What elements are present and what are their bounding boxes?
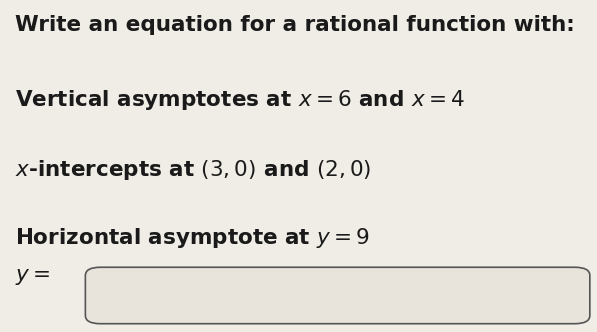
FancyBboxPatch shape xyxy=(85,267,590,324)
Text: Vertical asymptotes at $x = 6$ and $x = 4$: Vertical asymptotes at $x = 6$ and $x = … xyxy=(15,88,464,112)
Text: Write an equation for a rational function with:: Write an equation for a rational functio… xyxy=(15,15,575,35)
Text: $x$-intercepts at $(3, 0)$ and $(2, 0)$: $x$-intercepts at $(3, 0)$ and $(2, 0)$ xyxy=(15,158,371,182)
Text: $y =$: $y =$ xyxy=(15,267,50,287)
Text: Horizontal asymptote at $y = 9$: Horizontal asymptote at $y = 9$ xyxy=(15,226,370,250)
